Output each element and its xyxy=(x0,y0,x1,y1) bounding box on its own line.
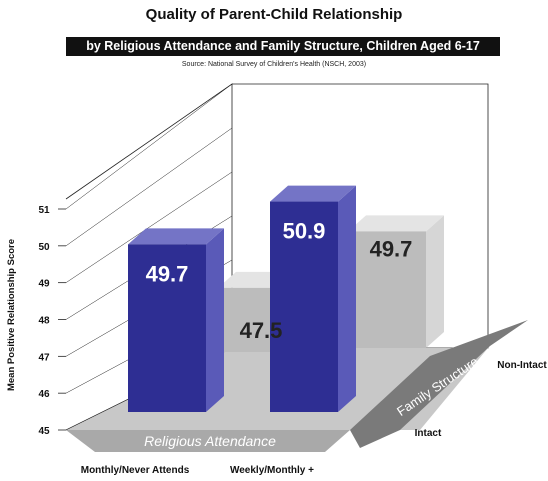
chart-subtitle: by Religious Attendance and Family Struc… xyxy=(66,37,500,56)
bar-intact xyxy=(270,185,356,412)
bar-side xyxy=(426,215,444,348)
y-axis-label: Mean Positive Relationship Score xyxy=(6,239,17,391)
bar-front xyxy=(128,244,206,412)
floor-band xyxy=(66,430,350,452)
bar-side xyxy=(338,185,356,412)
series-label-non-intact: Non-Intact xyxy=(497,360,547,371)
bar-front xyxy=(270,201,338,412)
y-tick-label: 46 xyxy=(38,389,50,400)
bar-side xyxy=(206,228,224,412)
y-tick-label: 50 xyxy=(38,242,50,253)
data-label-non-intact: 49.7 xyxy=(370,236,413,261)
bar-top xyxy=(128,228,224,245)
y-tick-label: 51 xyxy=(38,205,50,216)
category-label: Weekly/Monthly + xyxy=(230,465,314,476)
x-axis-label: Religious Attendance xyxy=(144,433,276,449)
y-gridline xyxy=(65,171,233,283)
chart-title: Quality of Parent-Child Relationship xyxy=(145,6,403,23)
bar-top xyxy=(270,185,356,202)
series-label-intact: Intact xyxy=(415,428,442,439)
y-tick-label: 47 xyxy=(38,352,50,363)
bar-front xyxy=(348,231,426,348)
y-gridline xyxy=(65,83,233,210)
bars xyxy=(128,185,444,412)
data-label-intact: 50.9 xyxy=(283,219,326,244)
bar-non-intact xyxy=(348,215,444,348)
chart-source: Source: National Survey of Children's He… xyxy=(181,61,367,68)
y-tick-label: 45 xyxy=(38,426,50,437)
y-gridline xyxy=(65,127,233,247)
bar-intact xyxy=(128,228,224,412)
floor-side-band xyxy=(350,320,528,448)
data-label-non-intact: 47.5 xyxy=(240,318,283,343)
bar-top xyxy=(348,215,444,232)
y-tick-label: 49 xyxy=(38,279,50,290)
category-label: Monthly/Never Attends xyxy=(81,465,190,476)
data-label-intact: 49.7 xyxy=(146,261,189,286)
y-tick-label: 48 xyxy=(38,316,50,327)
